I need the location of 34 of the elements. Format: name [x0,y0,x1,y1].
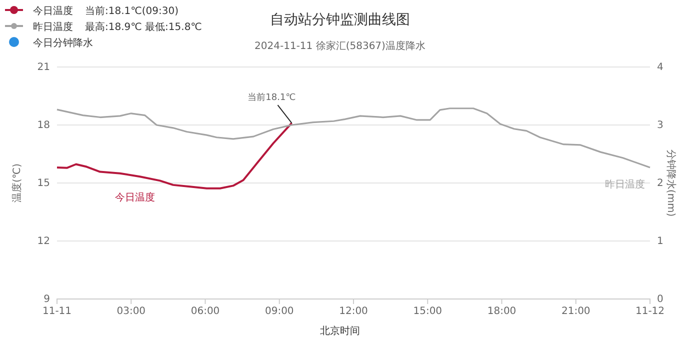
y-axis-title: 温度(℃) [11,163,23,203]
x-tick-label: 15:00 [413,306,442,318]
y2-tick-label: 1 [657,236,664,248]
line-series [56,108,651,168]
x-tick-label: 18:00 [487,306,516,318]
y2-tick-label: 0 [657,294,664,306]
text: 最高:18.9℃ 最低:15.8℃ [85,21,202,33]
y-tick-label: 12 [37,236,50,248]
y2-axis-title: 分钟降水(mm) [665,149,677,217]
x-tick-label: 11-11 [42,306,72,318]
y-tick-label: 15 [37,178,50,190]
text: 今日温度 [115,192,156,204]
legend-label: 今日温度 [33,5,73,17]
legend-label: 今日分钟降水 [33,37,93,49]
chart-title: 自动站分钟监测曲线图 [270,12,410,28]
x-axis-title: 北京时间 [320,325,360,337]
chart-subtitle: 2024-11-11 徐家汇(58367)温度降水 [254,40,426,52]
legend-label: 昨日温度 [33,21,73,33]
y2-tick-label: 2 [657,178,664,190]
x-tick-label: 12:00 [339,306,368,318]
x-tick-label: 03:00 [116,306,146,318]
x-tick-label: 11-12 [635,306,665,318]
text: 当前:18.1℃(09:30) [85,5,179,17]
x-tick-label: 21:00 [561,306,590,318]
line-series [56,122,293,190]
annotation: 当前18.1℃ [248,92,296,104]
y2-tick-label: 3 [657,120,664,132]
x-tick-label: 09:00 [264,306,294,318]
y-tick-label: 21 [37,62,50,74]
y-tick-label: 9 [44,294,50,306]
x-tick-label: 06:00 [190,306,220,318]
y2-tick-label: 4 [657,62,664,74]
y-tick-label: 18 [37,120,50,132]
text: 昨日温度 [605,180,645,191]
